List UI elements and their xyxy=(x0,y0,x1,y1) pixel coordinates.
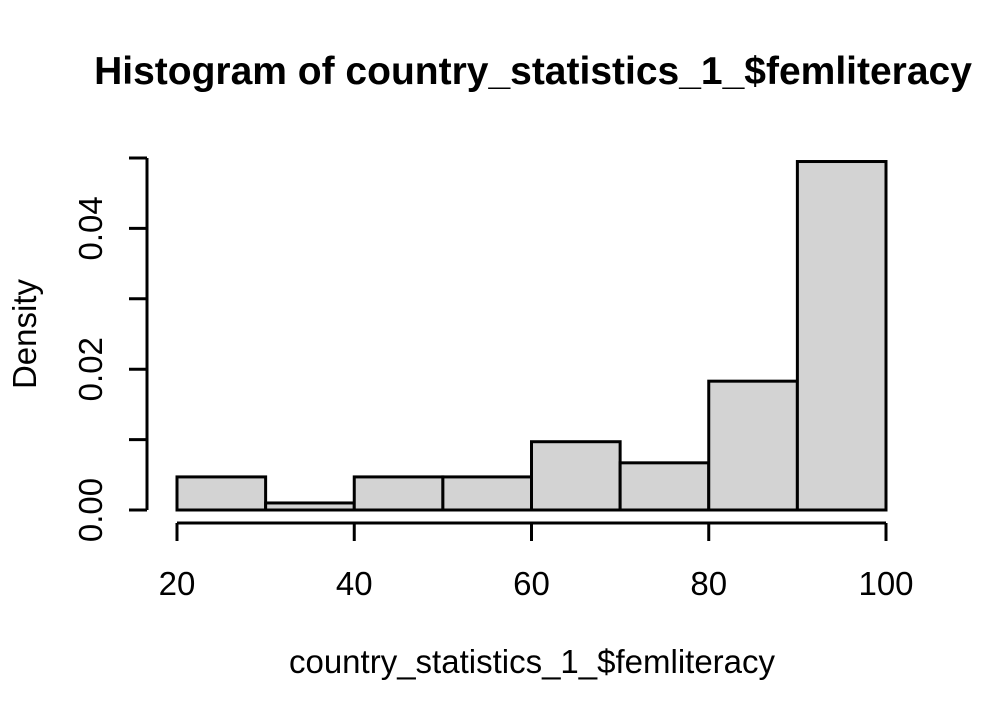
histogram-bar xyxy=(175,475,268,512)
histogram-bar xyxy=(264,501,356,512)
x-tick-label: 20 xyxy=(159,565,196,602)
chart-title: Histogram of country_statistics_1_$femli… xyxy=(94,50,972,93)
histogram-bar xyxy=(530,440,622,512)
histogram-bar xyxy=(707,379,799,512)
histogram-bar xyxy=(618,461,711,512)
x-tick-label: 80 xyxy=(690,565,727,602)
x-tick-label: 40 xyxy=(336,565,373,602)
histogram-bar xyxy=(352,475,445,512)
histogram-bar xyxy=(795,160,888,512)
y-tick-label: 0.02 xyxy=(72,337,109,401)
x-tick-label: 60 xyxy=(513,565,550,602)
x-tick-label: 100 xyxy=(858,565,913,602)
y-tick-label: 0.04 xyxy=(72,196,109,260)
y-tick-label: 0.00 xyxy=(72,478,109,542)
x-axis-label: country_statistics_1_$femliteracy xyxy=(288,643,776,680)
histogram-bar xyxy=(441,475,533,512)
